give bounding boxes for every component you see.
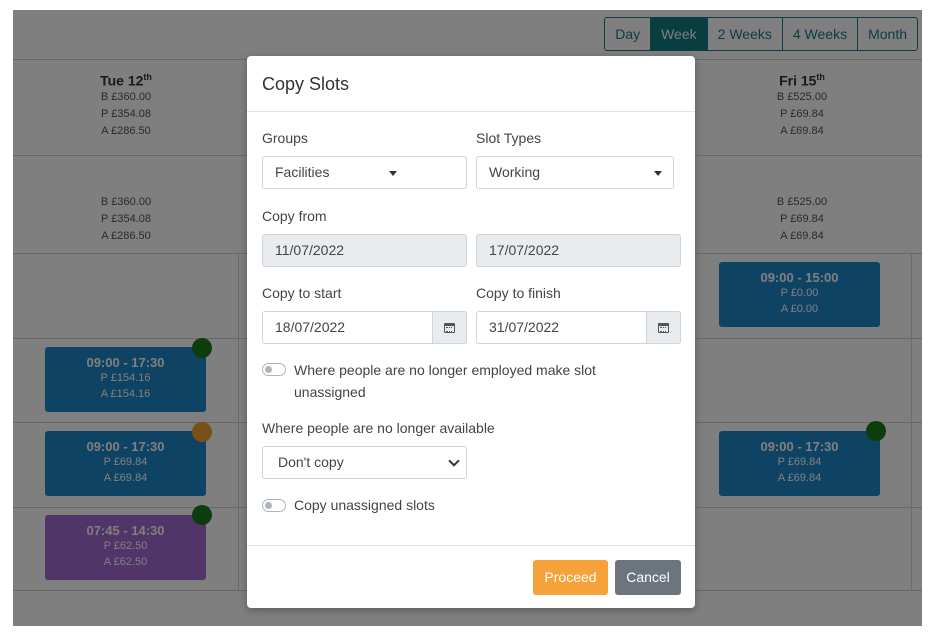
unavailable-label: Where people are no longer available: [262, 420, 495, 436]
calendar-icon: [444, 322, 455, 333]
proceed-button[interactable]: Proceed: [533, 560, 608, 595]
slot-types-value: Working: [489, 164, 541, 180]
copy-to-finish-input[interactable]: 31/07/2022: [476, 311, 681, 344]
groups-value: Facilities: [275, 164, 330, 180]
calendar-button[interactable]: [432, 311, 467, 344]
copy-to-start-label: Copy to start: [262, 285, 342, 301]
calendar-button[interactable]: [646, 311, 681, 344]
copy-from-end-field: 17/07/2022: [476, 234, 681, 267]
copy-from-label: Copy from: [262, 208, 327, 224]
copy-slots-modal: Copy Slots Groups Facilities Slot Types …: [247, 56, 695, 608]
copy-to-start-input[interactable]: 18/07/2022: [262, 311, 467, 344]
caret-down-icon: [654, 171, 662, 176]
groups-label: Groups: [262, 130, 308, 146]
caret-down-icon: [389, 171, 397, 176]
unemployed-unassign-toggle[interactable]: [262, 363, 286, 376]
modal-header: Copy Slots: [247, 56, 695, 112]
copy-to-finish-label: Copy to finish: [476, 285, 561, 301]
groups-dropdown[interactable]: Facilities: [262, 156, 467, 189]
copy-unassigned-label: Copy unassigned slots: [294, 497, 435, 513]
copy-unassigned-toggle[interactable]: [262, 499, 286, 512]
modal-footer: Proceed Cancel: [247, 545, 695, 609]
unavailable-select[interactable]: Don't copy: [262, 446, 467, 479]
slot-types-label: Slot Types: [476, 130, 542, 146]
calendar-icon: [658, 322, 669, 333]
copy-from-start-field: 11/07/2022: [262, 234, 467, 267]
chevron-down-icon: [448, 455, 460, 467]
cancel-button[interactable]: Cancel: [615, 560, 681, 595]
unemployed-unassign-label: Where people are no longer employed make…: [294, 362, 596, 400]
modal-title: Copy Slots: [262, 74, 350, 94]
slot-types-dropdown[interactable]: Working: [476, 156, 674, 189]
